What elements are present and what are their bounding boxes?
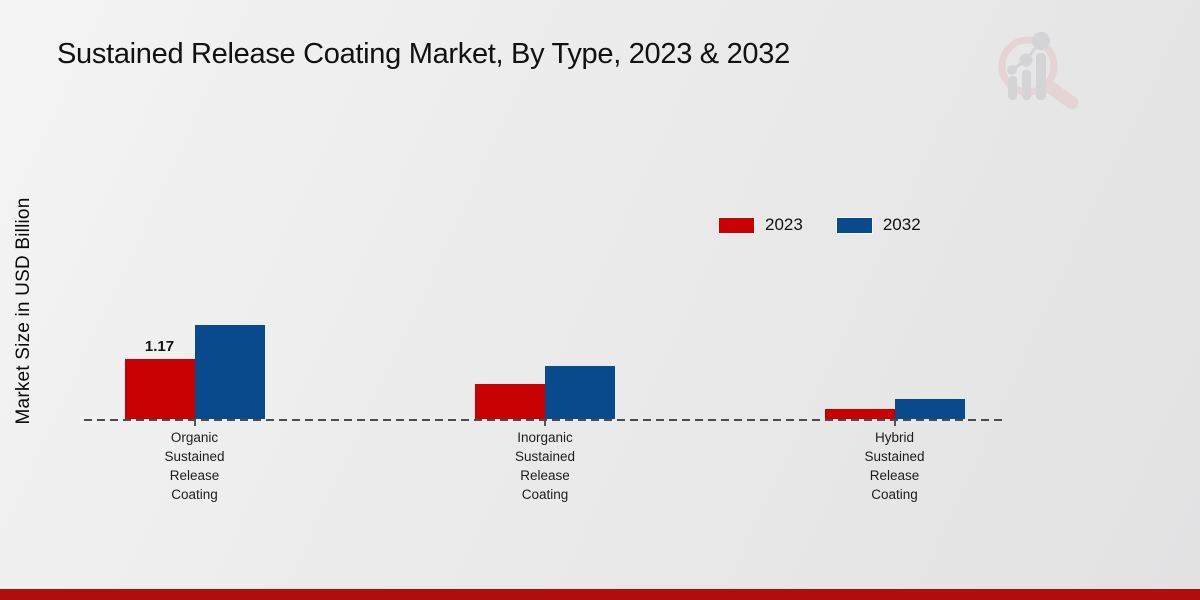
logo-magnifier-handle (1040, 78, 1079, 110)
y-axis-label: Market Size in USD Billion (13, 197, 34, 425)
logo-dot-small (1007, 65, 1017, 75)
bar-value-label: 1.17 (144, 337, 175, 355)
bar-2023-group3 (824, 408, 895, 419)
x-axis-tick (893, 421, 896, 426)
logo-dot-large (1032, 32, 1050, 50)
bar-2032-group2 (545, 366, 615, 419)
x-axis-tick (544, 421, 546, 426)
legend-item-2032: 2032 (836, 215, 921, 235)
legend-label-2023: 2023 (765, 215, 803, 234)
legend-item-2023: 2023 (719, 215, 803, 235)
bar-2023-group1 (124, 358, 195, 419)
chart-legend: 2023 2032 (719, 215, 921, 235)
logo-dot-medium (1019, 53, 1033, 67)
logo-bar-medium (1022, 70, 1031, 100)
logo-bar-small (1008, 76, 1017, 100)
x-axis-dashed-baseline (84, 419, 1007, 421)
chart-title: Sustained Release Coating Market, By Typ… (57, 38, 790, 70)
legend-swatch-2032 (836, 217, 872, 233)
bar-2032-group3 (894, 398, 965, 419)
category-label-group3: Hybrid Sustained Release Coating (864, 430, 925, 502)
x-axis-tick (193, 421, 196, 426)
legend-label-2032: 2032 (882, 215, 921, 234)
market-research-logo-watermark (998, 32, 1079, 110)
bar-2023-group2 (475, 384, 545, 419)
legend-swatch-2023 (719, 217, 754, 233)
category-label-group2: Inorganic Sustained Release Coating (514, 430, 576, 502)
logo-bar-tall (1036, 53, 1046, 100)
category-label-group1: Organic Sustained Release Coating (164, 430, 225, 502)
footer-accent-bar (0, 589, 1200, 600)
bar-2032-group1 (194, 325, 265, 419)
